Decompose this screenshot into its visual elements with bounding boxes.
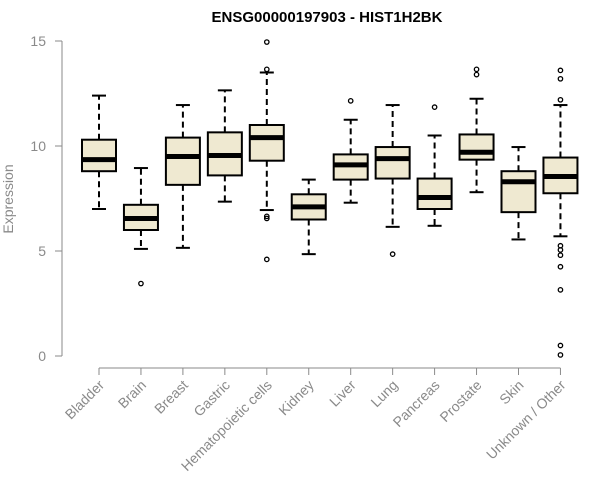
outlier-point — [138, 280, 144, 287]
x-tick-label: Prostate — [436, 377, 484, 425]
box-unknown-other — [542, 67, 579, 358]
x-tick-label: Kidney — [275, 377, 317, 419]
outlier-point — [557, 75, 564, 82]
outlier-point — [557, 252, 564, 259]
box-liver — [332, 98, 369, 204]
x-tick-label: Unknown / Other — [483, 377, 569, 463]
y-axis-label: Expression — [0, 164, 16, 233]
iqr-box — [500, 170, 537, 214]
iqr-box — [164, 136, 201, 186]
iqr-box — [416, 177, 453, 211]
y-tick-label: 5 — [38, 243, 46, 259]
outlier-point — [347, 98, 354, 104]
outlier-point — [557, 352, 564, 358]
outlier-point — [263, 256, 270, 263]
y-tick-label: 0 — [38, 348, 46, 364]
x-tick-label: Lung — [367, 377, 400, 410]
outlier-point — [431, 104, 438, 111]
box-prostate — [458, 66, 495, 194]
x-tick-label: Liver — [326, 377, 359, 410]
outlier-point — [263, 215, 270, 222]
box-kidney — [290, 178, 327, 256]
outlier-point — [557, 263, 564, 270]
iqr-box — [81, 138, 117, 173]
box-group — [81, 39, 579, 358]
box-brain — [122, 167, 159, 287]
box-breast — [164, 104, 201, 249]
outlier-point — [473, 66, 480, 73]
x-tick-label: Skin — [496, 377, 527, 408]
y-tick-label: 10 — [30, 138, 46, 154]
outlier-point — [389, 251, 396, 257]
outlier-point — [263, 39, 270, 45]
outlier-point — [557, 96, 564, 103]
box-hematopoietic-cells — [248, 39, 285, 263]
box-bladder — [81, 94, 117, 210]
outlier-point — [473, 71, 480, 78]
box-pancreas — [416, 104, 453, 227]
box-gastric — [206, 89, 243, 203]
iqr-box — [248, 124, 285, 162]
box-skin — [500, 146, 537, 241]
iqr-box — [374, 146, 411, 180]
outlier-point — [557, 342, 564, 349]
outlier-point — [263, 66, 270, 73]
outlier-point — [263, 213, 270, 220]
x-tick-label: Pancreas — [390, 377, 443, 430]
outlier-point — [557, 247, 564, 253]
x-tick-label: Breast — [151, 377, 191, 417]
iqr-box — [458, 133, 495, 161]
box-lung — [374, 104, 411, 257]
y-axis: 0 5 10 15 — [30, 33, 63, 364]
chart-title: ENSG00000197903 - HIST1H2BK — [212, 9, 443, 26]
x-tick-label: Brain — [115, 377, 149, 411]
x-tick-label: Bladder — [62, 377, 108, 423]
outlier-point — [557, 286, 564, 293]
outlier-point — [557, 67, 564, 74]
y-tick-label: 15 — [30, 33, 46, 49]
